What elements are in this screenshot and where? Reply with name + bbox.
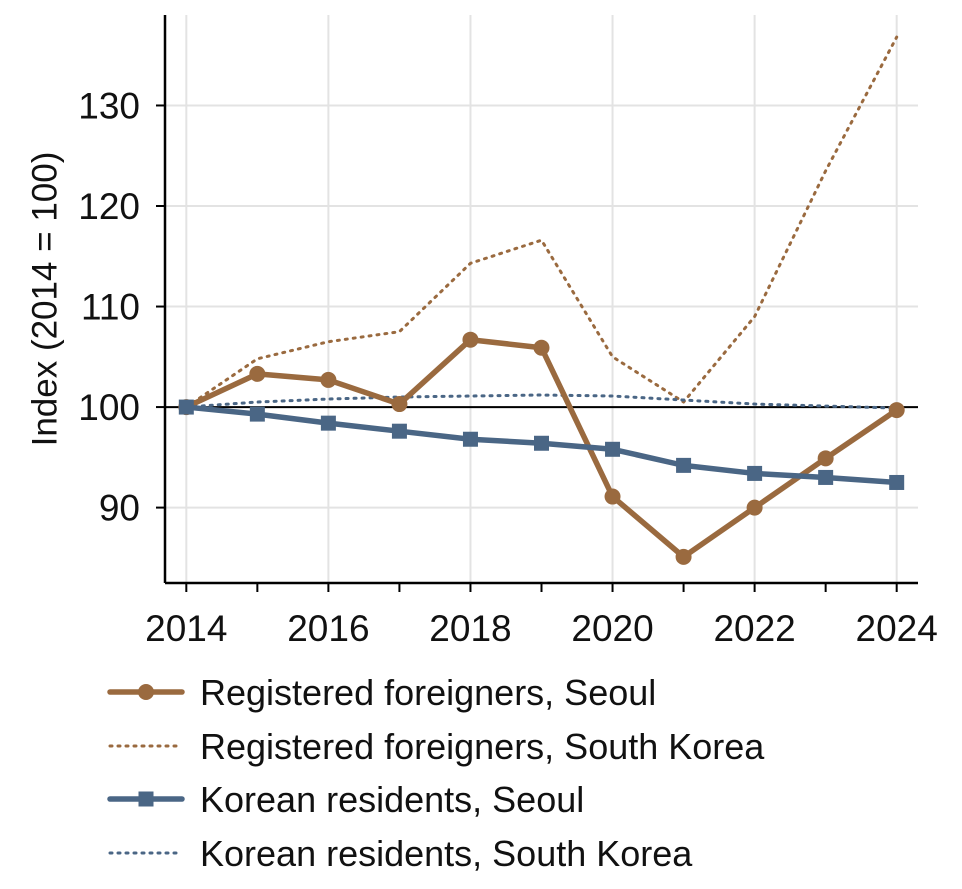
data-point (817, 450, 834, 467)
data-point (391, 396, 408, 413)
legend: Registered foreigners, Seoul Registered f… (107, 672, 765, 874)
series-line-1 (184, 35, 899, 409)
grid-lines (165, 15, 918, 583)
y-tick-label: 120 (78, 186, 140, 227)
axes (156, 15, 918, 592)
x-tick-label: 2024 (856, 608, 938, 649)
data-point (818, 469, 834, 485)
data-point (747, 465, 763, 481)
data-point (675, 548, 692, 565)
data-point (462, 331, 479, 348)
y-tick-label: 110 (81, 287, 140, 328)
data-point (391, 423, 407, 439)
data-point (746, 499, 763, 516)
legend-label: Registered foreigners, Seoul (200, 672, 656, 713)
y-axis-label: Index (2014 = 100) (25, 152, 64, 447)
x-tick-label: 2014 (145, 608, 227, 649)
data-point (604, 488, 621, 505)
legend-marker (138, 684, 154, 700)
data-point (320, 415, 336, 431)
x-tick-label: 2018 (429, 608, 511, 649)
data-point (320, 371, 337, 388)
data-point (533, 339, 550, 356)
y-tick-label: 100 (78, 387, 140, 428)
legend-label: Korean residents, Seoul (200, 779, 584, 820)
data-point (249, 365, 266, 382)
legend-marker (138, 791, 154, 807)
series-line-3 (184, 393, 899, 410)
x-tick-label: 2016 (287, 608, 369, 649)
x-tick-label: 2022 (713, 608, 795, 649)
data-point (888, 402, 905, 419)
y-tick-label: 130 (78, 85, 140, 126)
data-point (249, 406, 265, 422)
series-layer (178, 35, 905, 565)
data-point (605, 441, 621, 457)
x-tick-label: 2020 (571, 608, 653, 649)
data-point (534, 435, 549, 451)
legend-label: Registered foreigners, South Korea (200, 726, 765, 767)
y-tick-label: 90 (99, 488, 140, 529)
tick-labels: 90 100 110 120 130 2014 2016 2018 2020 2022 2024 (78, 85, 938, 649)
legend-label: Korean residents, South Korea (200, 833, 693, 874)
data-point (676, 457, 692, 473)
data-point (889, 474, 905, 490)
data-point (462, 431, 478, 447)
data-point (178, 399, 194, 415)
